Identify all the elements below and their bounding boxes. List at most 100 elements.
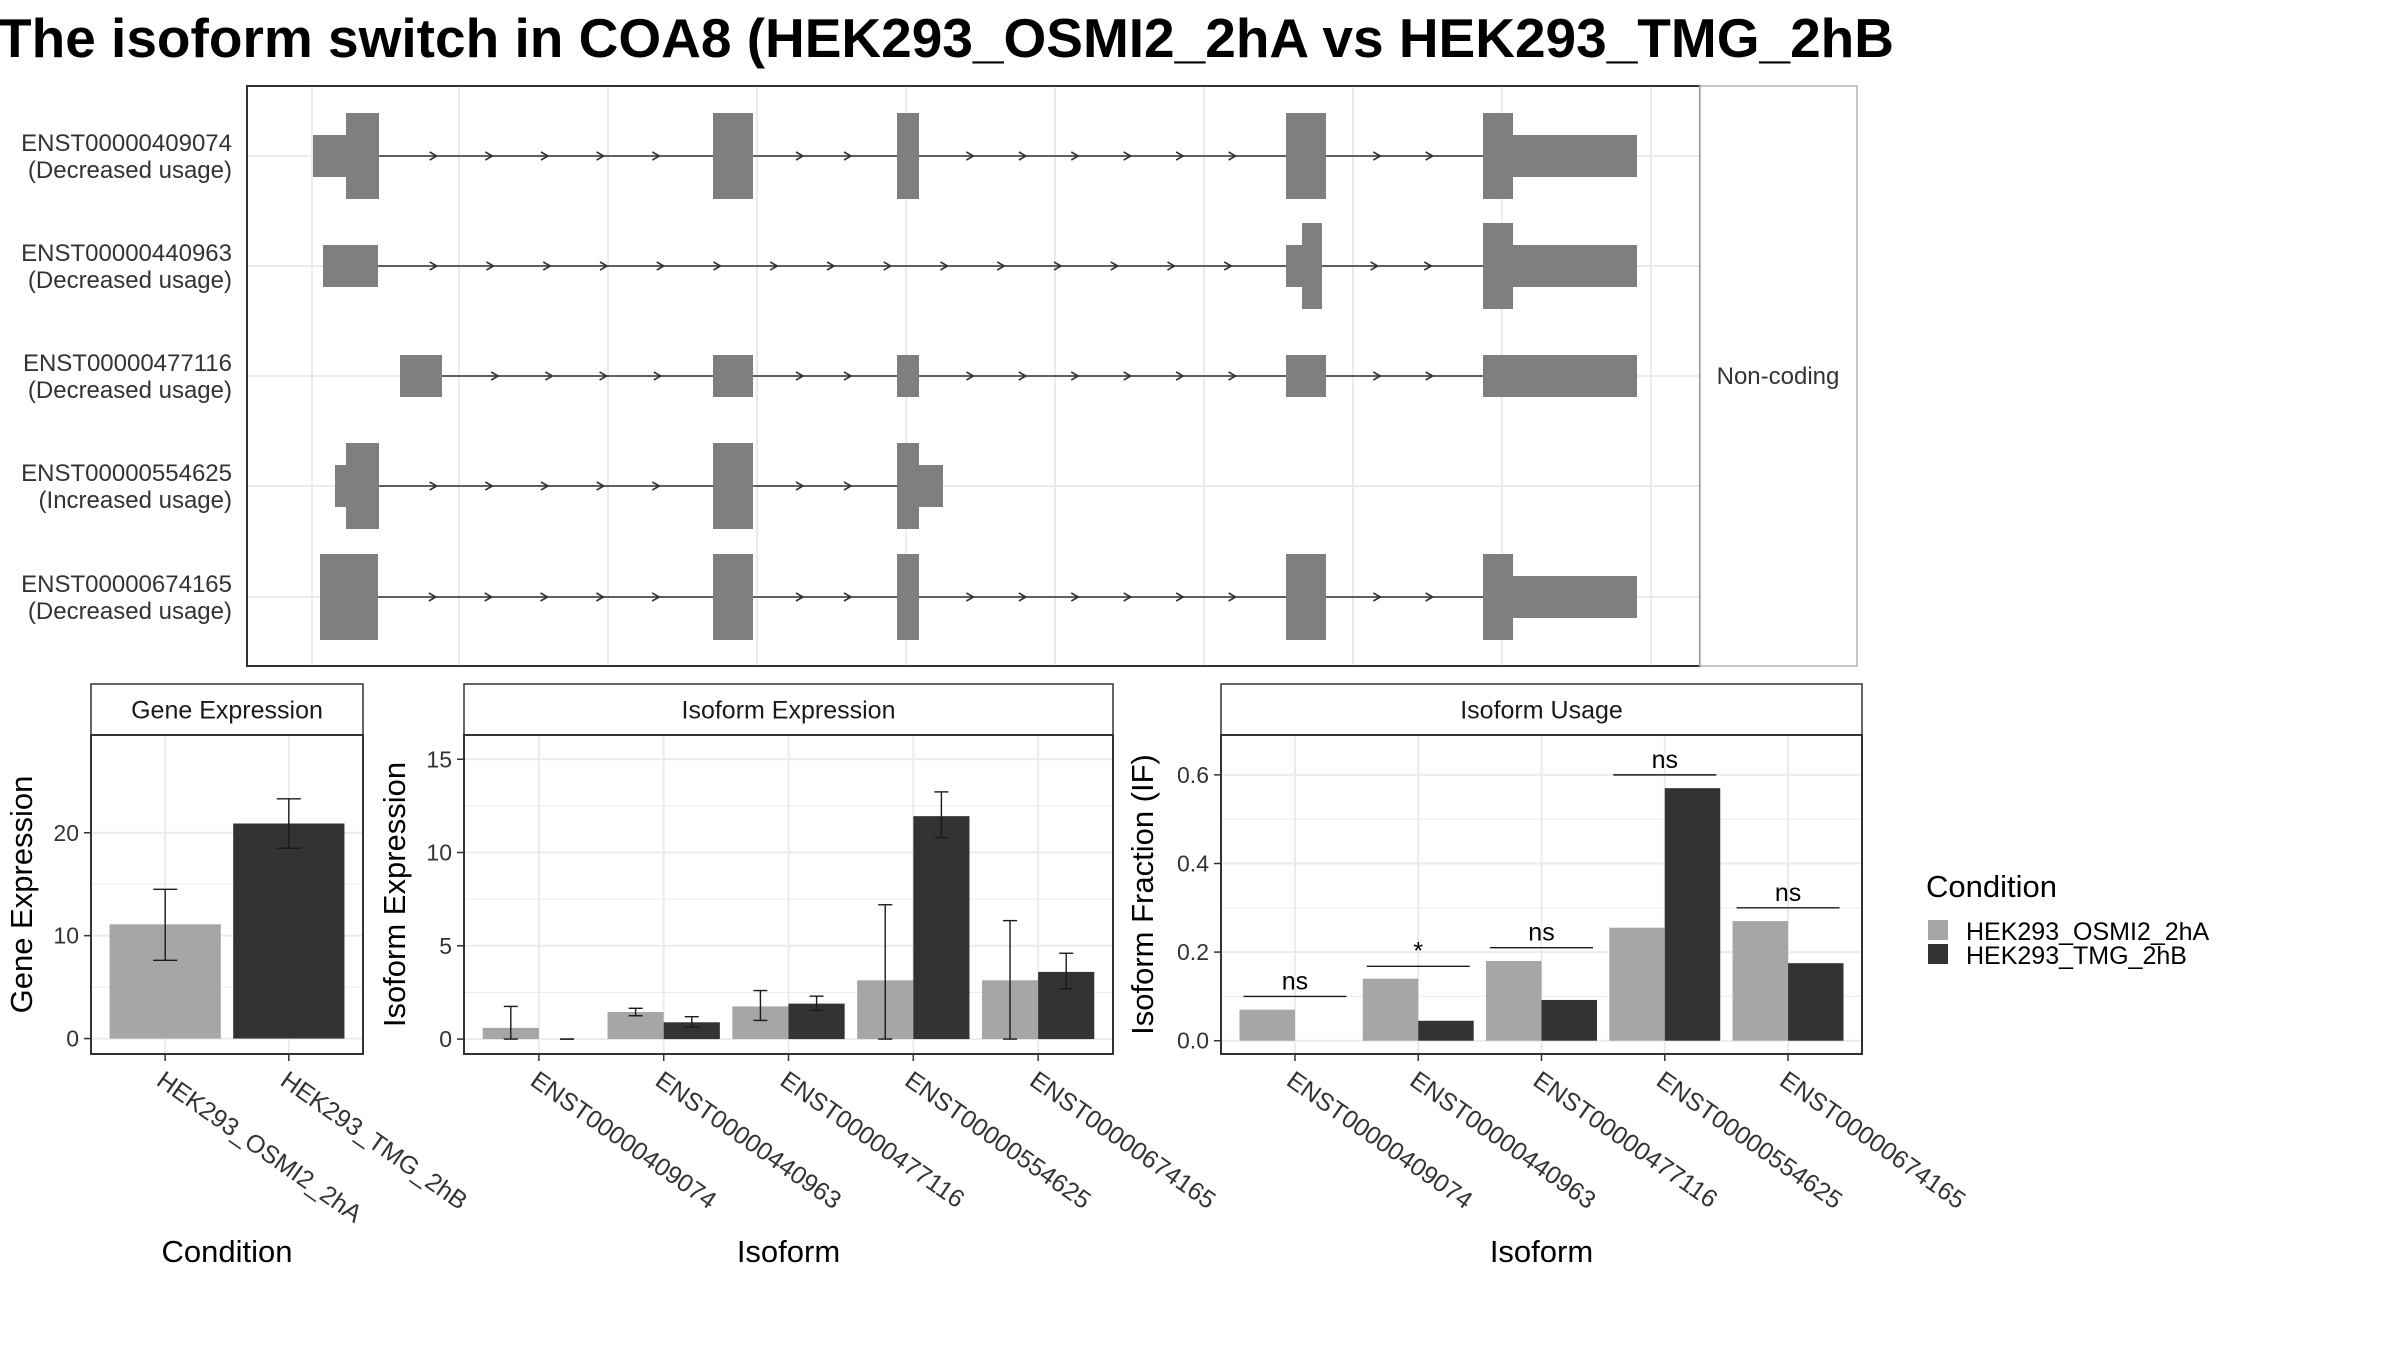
intron-arrow [1123,371,1133,381]
exon-2 [713,554,753,640]
intron-arrow [795,151,805,161]
y-tick-label: 0 [66,1026,79,1052]
exon-3 [897,355,919,397]
y-axis: 0 5 10 15 [426,746,464,1052]
transcript-row-ENST00000409074 [313,113,1637,199]
intron-arrow [1228,371,1238,381]
intron-arrow [795,371,805,381]
y-tick-label: 0.4 [1177,850,1209,876]
error-bar [878,904,893,1040]
facet-strip-right [1699,85,1858,667]
exon-6 [1513,576,1637,618]
exon-3 [897,554,919,640]
intron-arrow [1175,371,1185,381]
exon-4 [1483,223,1513,309]
intron-arrow [596,481,606,491]
exon-7 [1513,135,1637,177]
intron-arrow [490,371,500,381]
intron-arrow [429,151,439,161]
y-axis-title: Isoform Fraction (IF) [1125,754,1160,1035]
intron-arrow [883,261,893,271]
intron-arrow [1070,592,1080,602]
y-tick-label: 0.0 [1177,1028,1209,1054]
facet-strip [463,683,1114,736]
intron-arrow [713,261,723,271]
intron-arrow [1018,371,1028,381]
bars [482,791,1095,1040]
transcript-usage-label: (Increased usage) [39,487,232,514]
exon-1 [400,355,442,397]
intron-arrow [1425,592,1435,602]
transcript-id-label: ENST00000674165 [21,571,232,598]
exon-3 [1302,223,1322,309]
transcript-rows [313,113,1637,640]
significance-label: ns [1652,746,1678,774]
exon-4 [897,443,919,529]
intron-arrow [484,592,494,602]
y-axis-title: Isoform Expression [377,762,412,1027]
intron-arrow [795,592,805,602]
x-tick-label: HEK293_OSMI2_2hA [152,1066,368,1229]
intron-arrow [966,592,976,602]
intron-arrow [540,481,550,491]
legend-label-cond2: HEK293_TMG_2hB [1966,942,2187,970]
legend-label-cond1: HEK293_OSMI2_2hA [1966,918,2210,946]
intron-arrow [540,592,550,602]
bar-ENST00000440963-HEK293_OSMI2_2hA [607,1012,664,1040]
error-bar [809,995,824,1011]
transcript-labels: ENST00000409074(Decreased usage)ENST0000… [21,130,232,625]
intron-arrow [545,371,555,381]
facet-label-noncoding: Non-coding [1717,363,1840,390]
exon-2 [1286,245,1302,287]
bar-HEK293_TMG_2hB [233,823,345,1039]
bars [109,798,345,1039]
transcript-row-ENST00000554625 [335,443,943,529]
exon-1 [335,465,346,507]
exon-4 [1286,355,1326,397]
exon-2 [346,113,379,199]
bar-ENST00000440963-HEK293_OSMI2_2hA [1362,978,1419,1041]
transcript-id-label: ENST00000409074 [21,130,232,157]
significance-label: ns [1528,919,1554,947]
legend-swatch-cond1 [1928,920,1948,940]
intron-arrow [966,371,976,381]
intron-arrow [1228,592,1238,602]
legend-swatch-cond2 [1928,944,1948,964]
y-tick-label: 15 [426,746,452,772]
exon-6 [1483,113,1513,199]
facet-strip-label: Isoform Usage [1460,697,1623,725]
intron-arrow [1175,592,1185,602]
intron-arrow [795,481,805,491]
exon-5 [919,465,943,507]
intron-arrow [656,261,666,271]
intron-arrow [843,592,853,602]
intron-arrow [1423,261,1433,271]
y-axis-title: Gene Expression [4,776,39,1014]
intron-arrow [940,261,950,271]
y-tick-label: 0.6 [1177,762,1209,788]
bar-ENST00000440963-HEK293_TMG_2hB [1418,1020,1474,1041]
y-tick-label: 20 [53,820,79,846]
intron-arrow [599,371,609,381]
facet-strip-label: Gene Expression [131,697,323,725]
bar-ENST00000674165-HEK293_TMG_2hB [1788,963,1844,1041]
intron-arrow [653,371,663,381]
intron-arrow [1425,371,1435,381]
intron-arrow [542,261,552,271]
legend-title: Condition [1926,869,2057,904]
y-tick-label: 0 [439,1026,452,1052]
intron-arrow [1370,261,1380,271]
intron-arrow [996,261,1006,271]
exon-4 [897,113,919,199]
intron-arrow [843,151,853,161]
y-axis: 0.0 0.2 0.4 0.6 [1177,762,1221,1054]
error-bar [628,1007,643,1017]
transcript-row-ENST00000477116 [400,355,1637,397]
error-bar [276,798,301,849]
intron-arrow [484,151,494,161]
intron-arrow [428,592,438,602]
error-bar [753,989,768,1022]
transcript-id-label: ENST00000554625 [21,460,232,487]
intron-arrow [1123,592,1133,602]
error-bar [1059,952,1074,990]
